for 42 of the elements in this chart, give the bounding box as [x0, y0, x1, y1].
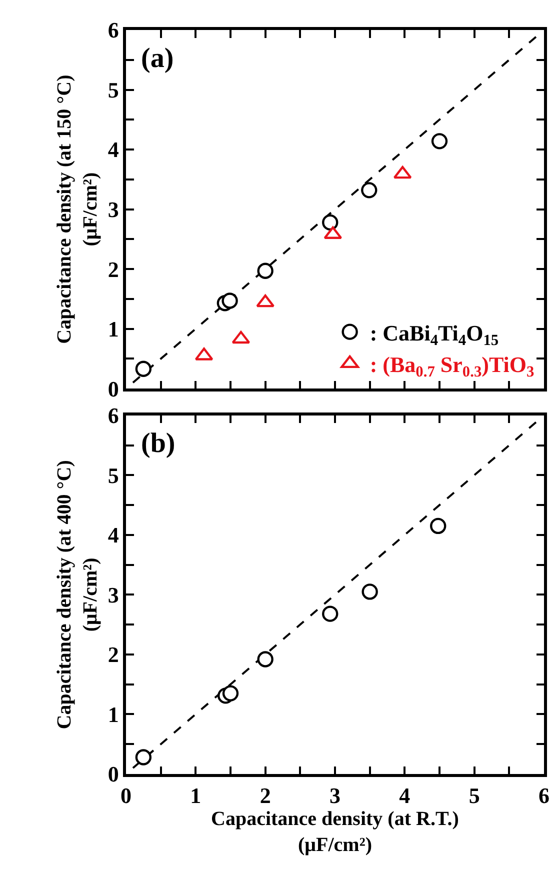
y-tick-label: 2 [108, 642, 119, 668]
point [257, 262, 274, 279]
point [222, 685, 239, 702]
x-tick-label: 2 [260, 783, 271, 808]
y-axis-title: Capacitance density (at 400 °C) (μF/cm²) [53, 460, 102, 730]
y-tick-label: 4 [108, 522, 119, 548]
y-tick-label: 4 [108, 137, 119, 162]
point [135, 360, 152, 377]
y-tick-label: 1 [108, 316, 119, 342]
y-tick-label: 2 [108, 256, 119, 282]
y-tick-label: 5 [108, 462, 119, 488]
x-tick-label: 1 [190, 783, 202, 808]
point [431, 133, 448, 150]
y-tick-label: 3 [108, 582, 119, 608]
y-tick-label: 3 [108, 197, 119, 222]
y-tick-label: 1 [108, 702, 119, 727]
x-tick-label: 4 [399, 783, 410, 808]
point [222, 292, 238, 309]
point [361, 182, 378, 198]
point [256, 294, 275, 308]
point [430, 518, 446, 534]
legend-label: : CaBi$_{4}$Ti$_{4}$O$_{15}$ [370, 320, 499, 350]
y-tick-label: 0 [108, 376, 119, 402]
y-axis-title: Capacitance density (at 150 °C) (μF/cm²) [53, 74, 102, 344]
point [257, 651, 274, 668]
y-tick-label: 5 [108, 77, 119, 102]
x-tick-label: 6 [538, 783, 550, 808]
point [232, 330, 250, 344]
point [135, 749, 152, 766]
y-tick-label: 0 [108, 762, 119, 787]
y-tick-label: 6 [108, 18, 119, 43]
y-tick-label: 6 [108, 403, 119, 428]
x-tick-label: 5 [468, 783, 480, 808]
legend-label: : (Ba$_{0.7}$ Sr$_{0.3}$)TiO$_{3}$ [370, 352, 534, 381]
point [322, 606, 338, 622]
point [322, 214, 338, 231]
annotation: (a) [141, 43, 174, 74]
point [324, 226, 342, 240]
x-tick-label: 3 [330, 783, 340, 808]
annotation: (b) [141, 428, 176, 459]
x-axis-title: Capacitance density (at R.T.) (μF/cm²) [211, 808, 459, 856]
point [362, 584, 378, 600]
